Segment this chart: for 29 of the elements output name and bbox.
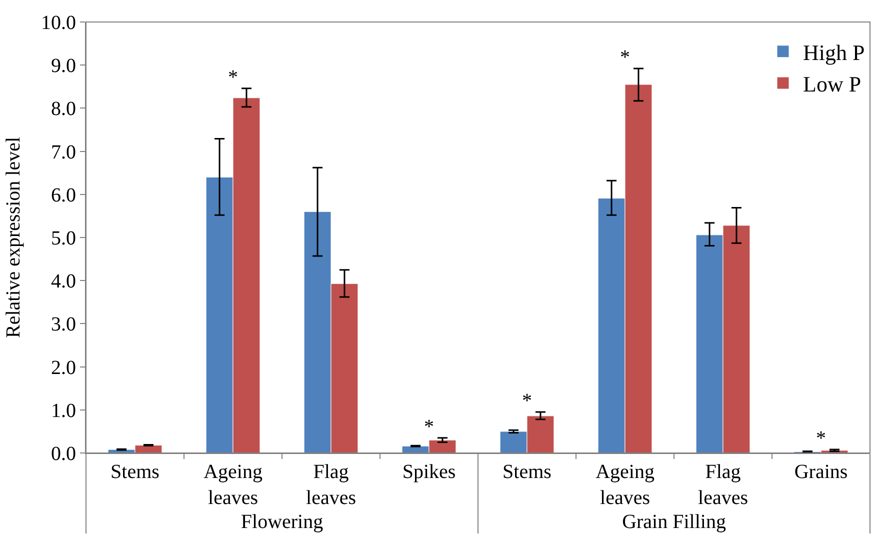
y-tick-label: 3.0 [51, 314, 76, 336]
y-axis-title: Relative expression level [2, 136, 24, 338]
y-tick-label: 0.0 [51, 443, 76, 465]
data-label: * [816, 428, 826, 450]
x-tick-label: Ageing leaves [596, 461, 654, 509]
legend-label: High P [803, 40, 865, 65]
text: Flowering [240, 511, 324, 533]
x-tick-label: Stems [502, 461, 552, 483]
data-label: * [522, 390, 532, 412]
y-tick-label: 7.0 [51, 141, 76, 164]
y-tick-label: 4.0 [51, 270, 76, 293]
text: Grain Filling [622, 511, 726, 533]
data-label: * [620, 46, 630, 69]
legend-label: Low P [803, 72, 862, 97]
y-tick-label: 10.0 [41, 12, 76, 34]
x-tick-label: Stems [110, 461, 160, 483]
y-tick-label: 6.0 [51, 184, 76, 206]
y-tick-label: 1.0 [51, 400, 76, 422]
data-label: * [424, 416, 434, 438]
x-tick-label: Flag leaves [306, 461, 356, 509]
y-tick-label: 8.0 [51, 98, 76, 120]
x-tick-label: Ageing leaves [204, 461, 262, 509]
data-label: * [228, 66, 238, 88]
x-tick-label: Flag leaves [698, 461, 748, 509]
y-tick-label: 2.0 [51, 356, 76, 379]
x-tick-label: Spikes [402, 461, 456, 483]
x-tick-label: Grains [794, 461, 848, 483]
y-tick-label: 9.0 [51, 55, 76, 78]
y-tick-label: 5.0 [51, 228, 76, 250]
